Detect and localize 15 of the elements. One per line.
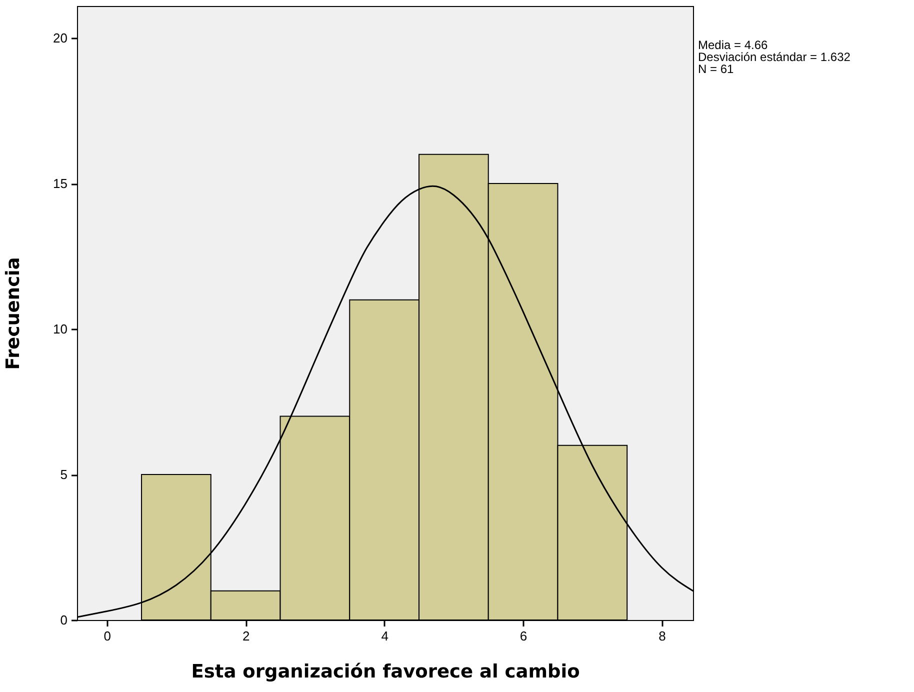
text: Desviación estándar = 1.632 bbox=[698, 50, 851, 64]
y-tick-label: 10 bbox=[53, 322, 68, 337]
y-tick-label: 5 bbox=[60, 467, 68, 482]
x-tick-label: 0 bbox=[104, 628, 111, 644]
x-tick-label: 4 bbox=[381, 628, 388, 644]
x-tick-label: 8 bbox=[658, 628, 666, 644]
x-tick-label: 6 bbox=[520, 628, 528, 644]
x-axis-title: Esta organización favorece al cambio bbox=[191, 662, 580, 682]
x-tick-label: 2 bbox=[242, 628, 250, 644]
y-axis-title: Frecuencia bbox=[3, 257, 24, 370]
text: N = 61 bbox=[698, 62, 734, 76]
y-tick-label: 0 bbox=[60, 612, 68, 628]
y-tick-label: 15 bbox=[53, 176, 68, 192]
y-tick-label: 20 bbox=[53, 30, 68, 46]
text: Media = 4.66 bbox=[698, 38, 768, 52]
